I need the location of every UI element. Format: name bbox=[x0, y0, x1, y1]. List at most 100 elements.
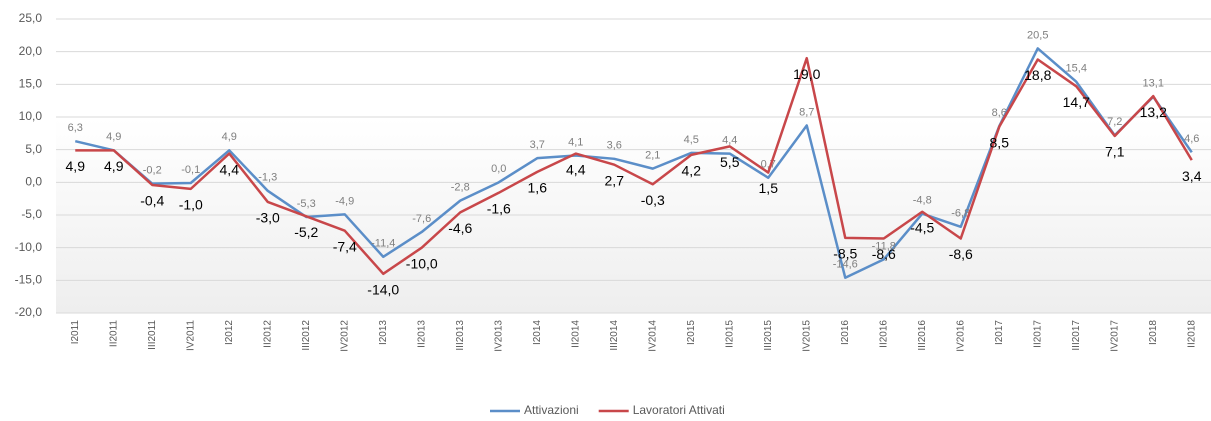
data-label: 4,5 bbox=[684, 134, 699, 146]
x-tick-label: I2015 bbox=[686, 320, 697, 345]
data-label: -4,6 bbox=[448, 220, 472, 236]
data-label: 20,5 bbox=[1027, 29, 1048, 41]
data-label: -1,3 bbox=[258, 172, 277, 184]
data-label: -11,4 bbox=[371, 238, 395, 250]
data-label: -8,5 bbox=[833, 246, 857, 262]
data-label: -0,3 bbox=[641, 192, 665, 208]
x-tick-label: I2012 bbox=[224, 320, 235, 345]
data-label: 2,7 bbox=[605, 172, 625, 188]
data-label: -2,8 bbox=[451, 182, 470, 194]
data-label: -5,2 bbox=[294, 224, 318, 240]
data-label: 8,5 bbox=[990, 135, 1010, 151]
data-label: -0,1 bbox=[181, 164, 200, 176]
data-label: -4,8 bbox=[913, 195, 932, 207]
x-tick-label: I2016 bbox=[840, 320, 851, 345]
data-label: -1,0 bbox=[179, 197, 203, 213]
x-tick-label: IV2012 bbox=[339, 320, 350, 352]
x-tick-label: III2012 bbox=[301, 320, 312, 351]
data-label: 4,9 bbox=[66, 158, 86, 174]
x-tick-label: II2016 bbox=[878, 320, 889, 348]
x-tick-label: II2011 bbox=[108, 320, 119, 347]
x-tick-label: II2018 bbox=[1186, 320, 1197, 348]
x-tick-label: I2014 bbox=[532, 320, 543, 345]
x-tick-label: III2015 bbox=[763, 320, 774, 351]
x-tick-label: II2013 bbox=[416, 320, 427, 348]
data-label: 5,5 bbox=[720, 154, 740, 170]
data-label: 8,7 bbox=[799, 106, 814, 118]
x-tick-label: IV2011 bbox=[185, 320, 196, 351]
data-label: 4,9 bbox=[106, 131, 121, 143]
data-label: 8,6 bbox=[992, 107, 1007, 119]
data-label: 4,9 bbox=[222, 131, 237, 143]
data-label: 1,6 bbox=[528, 180, 548, 196]
data-label: 4,2 bbox=[682, 163, 702, 179]
x-tick-label: IV2017 bbox=[1109, 320, 1120, 352]
x-tick-label: III2017 bbox=[1071, 320, 1082, 351]
series-line bbox=[75, 56, 1193, 276]
y-tick-label: 25,0 bbox=[19, 11, 43, 25]
data-label: 19,0 bbox=[793, 66, 820, 82]
data-label: -1,6 bbox=[487, 200, 511, 216]
data-label: 4,9 bbox=[104, 158, 124, 174]
x-tick-label: II2014 bbox=[570, 320, 581, 348]
data-label: 6,3 bbox=[68, 122, 83, 134]
data-label: 4,4 bbox=[722, 134, 737, 146]
x-tick-label: I2017 bbox=[994, 320, 1005, 345]
y-tick-label: 0,0 bbox=[25, 175, 42, 189]
data-label: -0,4 bbox=[140, 193, 164, 209]
data-label: 4,4 bbox=[566, 161, 586, 177]
data-label: -5,3 bbox=[297, 198, 316, 210]
data-label: 7,1 bbox=[1105, 144, 1125, 160]
x-tick-label: III2014 bbox=[609, 320, 620, 351]
y-tick-label: -5,0 bbox=[21, 207, 42, 221]
y-tick-label: -10,0 bbox=[15, 240, 43, 254]
x-tick-label: IV2016 bbox=[955, 320, 966, 352]
data-label: -8,6 bbox=[949, 246, 973, 262]
data-label: -6,8 bbox=[951, 208, 970, 220]
data-label: 1,5 bbox=[759, 180, 779, 196]
x-tick-label: III2016 bbox=[917, 320, 928, 351]
data-label: 4,6 bbox=[1184, 133, 1199, 145]
data-label: 15,4 bbox=[1066, 63, 1087, 75]
x-tick-label: I2018 bbox=[1148, 320, 1159, 345]
legend-label: Lavoratori Attivati bbox=[633, 403, 725, 417]
data-label: 4,1 bbox=[568, 136, 583, 148]
x-tick-label: IV2013 bbox=[493, 320, 504, 352]
data-label: 4,4 bbox=[220, 161, 240, 177]
data-label: 7,2 bbox=[1107, 116, 1122, 128]
x-tick-label: IV2015 bbox=[801, 320, 812, 352]
data-label: 14,7 bbox=[1063, 94, 1090, 110]
data-label: -14,6 bbox=[833, 259, 858, 271]
data-label: -8,6 bbox=[872, 246, 896, 262]
data-label: -10,0 bbox=[406, 255, 438, 271]
data-label: -11,8 bbox=[872, 240, 896, 252]
data-label: -7,4 bbox=[333, 238, 357, 254]
data-label: 0,0 bbox=[491, 163, 506, 175]
x-tick-label: III2013 bbox=[455, 320, 466, 351]
y-tick-label: -20,0 bbox=[15, 305, 43, 319]
data-label: -14,0 bbox=[367, 282, 399, 298]
x-tick-label: II2015 bbox=[724, 320, 735, 348]
x-tick-label: I2013 bbox=[378, 320, 389, 345]
data-label: 3,6 bbox=[607, 140, 622, 152]
y-tick-label: 15,0 bbox=[19, 77, 43, 91]
data-label: 13,1 bbox=[1143, 78, 1164, 90]
y-tick-label: 20,0 bbox=[19, 44, 43, 58]
y-tick-label: -15,0 bbox=[15, 273, 43, 287]
data-label: 3,7 bbox=[530, 139, 545, 151]
legend-label: Attivazioni bbox=[524, 403, 579, 417]
data-label: -0,2 bbox=[143, 165, 162, 177]
y-tick-label: 10,0 bbox=[19, 109, 43, 123]
data-label: 3,4 bbox=[1182, 168, 1202, 184]
data-label: -7,6 bbox=[412, 213, 431, 225]
y-tick-label: 5,0 bbox=[25, 142, 42, 156]
data-label: 13,2 bbox=[1140, 104, 1167, 120]
data-label: 18,8 bbox=[1024, 67, 1051, 83]
x-tick-label: IV2014 bbox=[647, 320, 658, 352]
x-tick-label: III2011 bbox=[147, 320, 158, 350]
data-label: 2,1 bbox=[645, 150, 660, 162]
x-tick-label: II2017 bbox=[1032, 320, 1043, 348]
data-label: -3,0 bbox=[256, 210, 280, 226]
x-tick-label: I2011 bbox=[70, 320, 81, 345]
